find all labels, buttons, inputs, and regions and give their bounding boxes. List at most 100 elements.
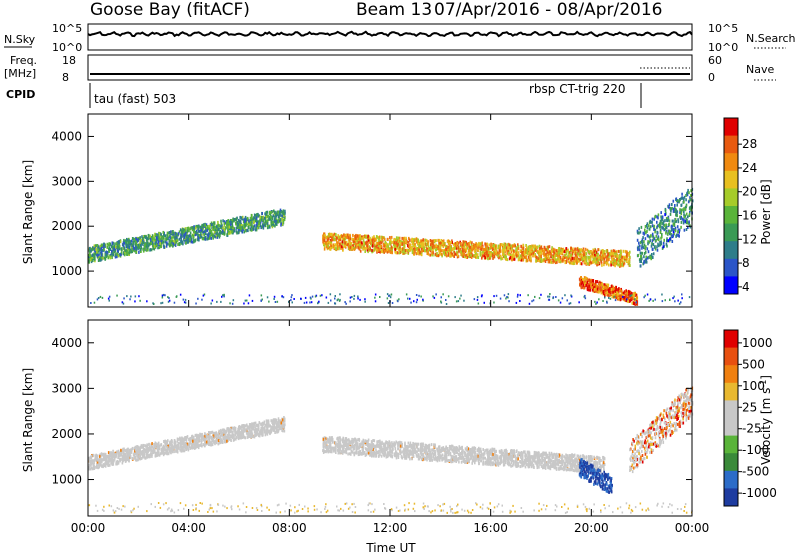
- echo-cell: [478, 245, 480, 249]
- echo-cell: [127, 241, 130, 245]
- echo-cell: [373, 241, 375, 245]
- echo-cell: [477, 302, 480, 305]
- echo-cell: [447, 239, 450, 243]
- echo-cell: [675, 234, 677, 238]
- echo-cell: [233, 227, 236, 231]
- echo-cell: [165, 244, 168, 248]
- echo-cell: [465, 253, 467, 257]
- echo-cell: [216, 300, 218, 303]
- echo-cell: [449, 253, 451, 257]
- echo-cell: [462, 252, 464, 256]
- echo-cell: [613, 287, 616, 290]
- echo-cell: [152, 445, 154, 449]
- echo-cell: [364, 246, 367, 250]
- echo-cell: [407, 245, 410, 249]
- echo-cell: [566, 299, 568, 302]
- echo-cell: [573, 250, 576, 254]
- echo-cell: [191, 228, 194, 232]
- echo-cell: [594, 283, 597, 287]
- echo-cell: [634, 298, 636, 301]
- echo-cell: [411, 249, 414, 252]
- echo-cell: [445, 253, 447, 257]
- echo-cell: [516, 295, 519, 298]
- echo-cell: [614, 294, 616, 298]
- echo-cell: [137, 246, 140, 249]
- echo-cell: [143, 248, 145, 252]
- echo-cell: [328, 241, 331, 245]
- echo-cell: [460, 253, 462, 257]
- echo-cell: [649, 298, 652, 301]
- echo-cell: [486, 252, 488, 256]
- echo-cell: [382, 236, 384, 240]
- echo-cell: [304, 296, 307, 299]
- echo-cell: [619, 251, 622, 255]
- echo-cell: [164, 234, 167, 238]
- echo-cell: [211, 234, 214, 238]
- echo-cell: [268, 210, 271, 214]
- echo-cell: [327, 232, 330, 236]
- echo-cell: [187, 226, 190, 230]
- echo-cell: [219, 234, 221, 238]
- echo-cell: [197, 224, 199, 228]
- echo-cell: [339, 238, 342, 242]
- echo-cell: [390, 245, 393, 249]
- echo-cell: [214, 227, 217, 231]
- echo-cell: [470, 253, 472, 257]
- echo-cell: [481, 254, 484, 258]
- echo-cell: [520, 249, 522, 253]
- echo-cell: [324, 235, 327, 239]
- echo-cell: [572, 247, 574, 251]
- echo-cell: [290, 296, 293, 299]
- echo-cell: [644, 231, 647, 235]
- echo-cell: [243, 230, 245, 234]
- echo-cell: [482, 250, 484, 254]
- echo-cell: [129, 242, 131, 246]
- echo-cell: [491, 253, 494, 257]
- echo-cell: [158, 237, 161, 241]
- echo-cell: [625, 299, 628, 303]
- echo-cell: [612, 254, 615, 257]
- echo-cell: [103, 246, 105, 250]
- echo-cell: [129, 240, 132, 244]
- echo-cell: [548, 250, 550, 254]
- echo-cell: [427, 242, 430, 246]
- echo-cell: [194, 238, 197, 242]
- echo-cell: [567, 254, 569, 258]
- echo-cell: [123, 238, 125, 242]
- echo-cell: [351, 246, 353, 250]
- echo-cell: [276, 220, 278, 224]
- echo-cell: [552, 247, 555, 251]
- echo-cell: [517, 243, 519, 247]
- echo-cell: [206, 225, 209, 228]
- echo-cell: [620, 258, 623, 262]
- echo-cell: [391, 251, 393, 255]
- echo-cell: [604, 255, 607, 259]
- echo-cell: [545, 255, 548, 259]
- echo-cell: [353, 242, 356, 246]
- echo-cell: [116, 450, 118, 454]
- echo-cell: [91, 257, 94, 261]
- echo-cell: [404, 249, 407, 252]
- echo-cell: [661, 233, 663, 236]
- echo-cell: [171, 445, 173, 449]
- echo-cell: [543, 258, 546, 262]
- echo-cell: [359, 235, 361, 239]
- echo-cell: [643, 252, 646, 255]
- echo-cell: [108, 295, 111, 298]
- echo-cell: [588, 262, 591, 266]
- echo-cell: [256, 224, 259, 228]
- echo-cell: [383, 249, 386, 253]
- echo-cell: [672, 219, 674, 223]
- echo-cell: [530, 245, 533, 249]
- echo-cell: [468, 255, 470, 259]
- echo-cell: [417, 247, 419, 251]
- echo-cell: [248, 294, 251, 297]
- echo-cell: [185, 438, 188, 442]
- echo-cell: [642, 231, 645, 235]
- echo-cell: [334, 302, 337, 305]
- echo-cell: [221, 231, 223, 235]
- echo-cell: [441, 252, 443, 256]
- echo-cell: [522, 243, 524, 247]
- echo-cell: [334, 243, 336, 247]
- echo-cell: [678, 228, 681, 232]
